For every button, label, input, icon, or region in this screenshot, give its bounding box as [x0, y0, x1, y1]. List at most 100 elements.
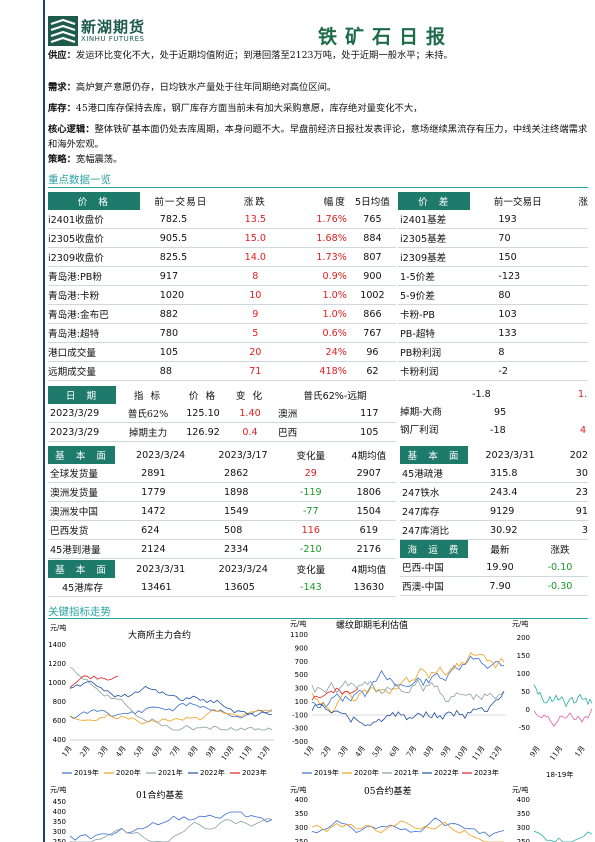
y-tick-label: 1400: [48, 641, 66, 649]
table-row: 全球发货量 2891 2862 29 2907: [48, 464, 396, 483]
price-row-prev: 825.5: [139, 247, 220, 267]
price-row-name: 远期成交量: [48, 361, 140, 381]
index-row-date: 2023/3/29: [48, 404, 116, 423]
table-row: 青岛港:PB粉 917 8 0.9% 900: [48, 266, 396, 286]
x-tick-label: 12月: [488, 745, 504, 763]
fund-right-row-tail: 3: [550, 520, 588, 540]
series-line: [69, 680, 273, 717]
spread-row-val: 133: [470, 323, 564, 343]
legend-label: 2023年: [242, 768, 267, 777]
fund-header-a: 2023/3/24: [135, 449, 186, 461]
series-line: [69, 702, 273, 719]
strategy-paragraph: 策略：宽幅震荡。: [48, 152, 588, 167]
index-header-name: 指 标: [133, 391, 163, 402]
price-row-prev: 905.5: [139, 228, 220, 248]
index-table: 日 期 指 标 价 格 变 化 普氏62%-远期 2023/3/29 普氏62% 1…: [48, 386, 396, 442]
fund-row-avg: 619: [339, 520, 396, 540]
spread-row-val: -2: [470, 361, 564, 381]
table-row: 2023/3/29 掉期主力 126.92 0.4 巴西 105: [48, 422, 396, 442]
y-tick-label: 200: [517, 634, 530, 642]
demand-text: 高炉复产意愿仍存，日均铁水产量处于往年同期绝对高位区间。: [75, 82, 337, 93]
y-tick-label: 400: [295, 796, 308, 804]
logo-mark-icon: [48, 16, 78, 46]
index-row-price: 125.10: [178, 404, 226, 423]
series-line: [311, 655, 505, 708]
core-paragraph: 核心逻辑：整体铁矿基本面仍处去库周期，本身问题不大。早盘前经济日报社发表评论，意…: [48, 122, 588, 152]
spread-row-val: 70: [470, 228, 564, 248]
chart-01-basis: 元/吨 01合约基差 450 400 350 300 250: [50, 785, 273, 842]
table-row: 卡粉利润 -2: [398, 361, 588, 381]
fund-right-row-name: 45港疏港: [400, 464, 468, 483]
fund-right-header-name: 基 本 面: [400, 446, 468, 464]
legend-label: 2019年: [314, 768, 339, 777]
fund-row-name: 澳洲发货量: [48, 482, 116, 502]
series-line: [311, 817, 505, 837]
supply-text: 发运环比变化不大，处于近期均值附近；到港回落至2123万吨，处于近期一般水平；未…: [75, 50, 453, 61]
index-right-name: 掉期-大商: [400, 407, 442, 418]
freight-row-name: 巴西-中国: [400, 558, 468, 577]
y-tick-label: 350: [295, 810, 308, 818]
y-tick-label: 350: [517, 810, 530, 818]
table-row: 1-5价差 -123: [398, 266, 588, 286]
spread-row-chg: [563, 228, 588, 248]
price-row-chg: 13.5: [219, 210, 289, 229]
price-row-pct: 0.6%: [288, 323, 347, 343]
y-tick-label: 300: [517, 824, 530, 832]
chart-dce-main-contract: 元/吨 大商所主力合约 1400 1200 1000 800 600 400 1月 2月 3月…: [48, 623, 274, 777]
spread-row-chg: [563, 323, 588, 343]
x-tick-label: 4月: [115, 745, 128, 759]
fund-row-chg: 29: [279, 464, 340, 483]
freight-row-chg: -0.30: [530, 576, 588, 596]
index-row-sub: 澳洲: [272, 404, 341, 423]
freight-row-chg: -0.10: [530, 558, 588, 577]
spread-row-val: 103: [470, 304, 564, 324]
index-header-chg: 变 化: [235, 391, 265, 402]
table-row: i2305基差 70: [398, 228, 588, 248]
x-tick-label: 8月: [187, 745, 200, 759]
fund-row-chg: 116: [279, 520, 340, 540]
price-row-prev: 105: [139, 342, 220, 362]
chart5-unit: 元/吨: [290, 785, 306, 794]
fund-row-chg: -77: [279, 501, 340, 521]
index-header-price: 价 格: [188, 391, 218, 402]
y-tick-label: 350: [53, 818, 66, 826]
series-line: [533, 830, 593, 842]
fund-right-header-a: 2023/3/31: [485, 449, 535, 461]
x-tick-label: 3月: [337, 745, 350, 759]
price-row-chg: 71: [219, 361, 289, 381]
spread-row-name: 5-9价差: [398, 285, 471, 305]
fund-row-b: 2862: [204, 464, 280, 483]
x-tick-label: 9月: [205, 745, 218, 759]
index-row-price: 126.92: [178, 422, 226, 442]
index-row-chg: 1.40: [226, 404, 272, 423]
port-header-avg: 4期均值: [351, 565, 387, 576]
series-line: [533, 708, 593, 728]
index-row-subval: 117: [340, 404, 396, 423]
spread-row-name: i2305基差: [398, 228, 471, 248]
demand-label: 需求：: [48, 82, 76, 93]
index-header-date: 日 期: [48, 386, 116, 404]
price-row-name: i2401收盘价: [48, 210, 140, 229]
table-row: 西澳-中国 7.90 -0.30: [400, 576, 588, 596]
price-header-name: 价 格: [48, 192, 140, 210]
demand-paragraph: 需求：高炉复产意愿仍存，日均铁水产量处于往年同期绝对高位区间。: [48, 80, 588, 95]
fund-header-chg: 变化量: [296, 451, 326, 462]
freight-header-val: 最新: [490, 545, 510, 556]
price-row-prev: 882: [139, 304, 220, 324]
port-header-a: 2023/3/31: [136, 563, 186, 575]
y-tick-label: -300: [292, 725, 308, 733]
fund-row-name: 全球发货量: [48, 464, 116, 483]
price-row-prev: 1020: [139, 285, 220, 305]
price-row-pct: 1.76%: [288, 210, 347, 229]
price-row-pct: 418%: [288, 361, 347, 381]
y-tick-label: 250: [517, 838, 530, 842]
legend-label: 2023年: [474, 768, 499, 777]
port-header-name: 基 本 面: [48, 560, 116, 578]
fund-header-avg: 4期均值: [351, 451, 387, 462]
fund-right-row-val: 9129: [468, 501, 550, 521]
y-tick-label: 800: [53, 698, 66, 706]
spread-row-chg: [563, 285, 588, 305]
index-row-name: 掉期主力: [116, 422, 178, 442]
y-tick-label: 700: [295, 658, 308, 666]
x-tick-label: 2月: [79, 745, 92, 759]
